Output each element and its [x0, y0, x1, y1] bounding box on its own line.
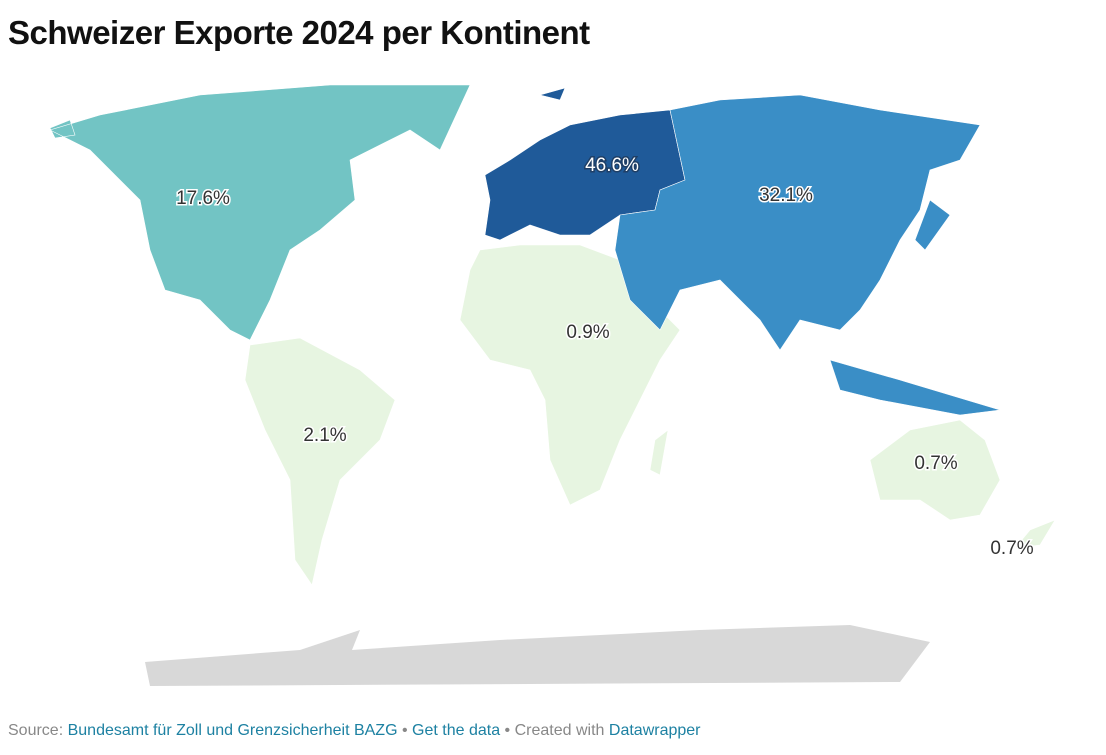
region-label: 0.9% — [566, 322, 609, 343]
source-label: Source: — [8, 722, 64, 739]
get-data-link[interactable]: Get the data — [412, 722, 501, 739]
region-label: 0.7% — [990, 538, 1033, 559]
chart-title: Schweizer Exporte 2024 per Kontinent — [8, 14, 590, 51]
map: 17.6% 2.1% 46.6% 0.9% 32.1% 0.7% 0.7% — [49, 84, 1056, 686]
new-zealand — [1014, 519, 1056, 549]
north-america — [49, 84, 471, 341]
region-label: 0.7% — [914, 453, 957, 474]
asia — [614, 94, 1001, 416]
south-america — [244, 337, 396, 586]
europe — [484, 87, 686, 241]
africa — [459, 244, 681, 506]
region-label: 46.6% — [585, 155, 639, 176]
australia — [869, 419, 1001, 521]
source-link[interactable]: Bundesamt für Zoll und Grenzsicherheit B… — [67, 722, 398, 739]
separator: • — [504, 722, 511, 739]
separator: • — [401, 722, 408, 739]
antarctica — [145, 625, 930, 686]
region-label: 17.6% — [176, 188, 230, 209]
credit-link[interactable]: Datawrapper — [608, 722, 701, 739]
region-label: 2.1% — [303, 425, 346, 446]
footer: Source: Bundesamt für Zoll und Grenzsich… — [8, 722, 701, 740]
created-with: Created with — [514, 722, 605, 739]
region-label: 32.1% — [759, 185, 813, 206]
